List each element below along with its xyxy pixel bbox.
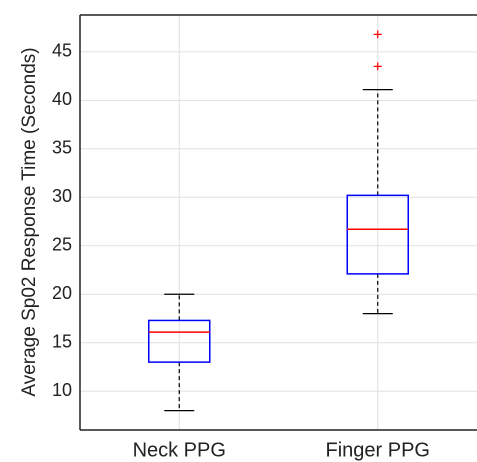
box bbox=[346, 194, 409, 275]
y-tick-label: 10 bbox=[52, 380, 72, 400]
box bbox=[148, 319, 211, 363]
y-tick-label: 40 bbox=[52, 89, 72, 109]
y-tick-label: 35 bbox=[52, 138, 72, 158]
outlier bbox=[373, 62, 382, 71]
y-tick-label: 20 bbox=[52, 283, 72, 303]
y-axis-label: Average Sp02 Response Time (Seconds) bbox=[19, 47, 40, 396]
y-tick-label: 45 bbox=[52, 41, 72, 61]
outlier bbox=[373, 30, 382, 39]
y-tick-label: 30 bbox=[52, 186, 72, 206]
x-tick-label: Finger PPG bbox=[326, 439, 430, 461]
x-tick-label: Neck PPG bbox=[133, 439, 226, 461]
y-tick-label: 25 bbox=[52, 235, 72, 255]
y-tick-label: 15 bbox=[52, 331, 72, 351]
